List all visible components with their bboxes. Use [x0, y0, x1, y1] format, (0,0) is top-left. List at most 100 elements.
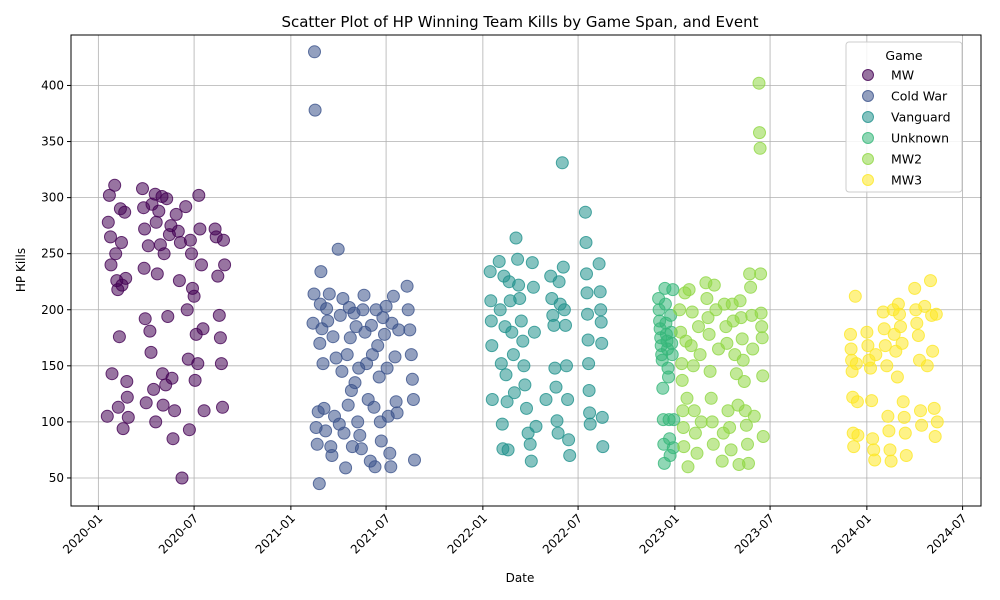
scatter-point [911, 329, 925, 342]
scatter-point [340, 348, 354, 362]
scatter-point [485, 339, 499, 353]
scatter-point [119, 271, 133, 285]
scatter-point [144, 345, 158, 359]
scatter-point [484, 314, 498, 328]
scatter-point [166, 432, 180, 446]
scatter-point [580, 286, 594, 300]
scatter-point [667, 413, 681, 427]
scatter-point [890, 370, 904, 384]
scatter-point [406, 393, 420, 406]
scatter-point [675, 373, 689, 387]
scatter-point [213, 331, 227, 345]
scatter-point [392, 323, 406, 337]
scatter-point [556, 260, 570, 274]
scatter-point [121, 410, 135, 424]
scatter-point [326, 330, 340, 344]
scatter-point [179, 200, 193, 214]
scatter-point [150, 267, 164, 281]
scatter-point [388, 350, 402, 364]
scatter-point [753, 141, 767, 155]
data-points [100, 45, 944, 491]
scatter-point [115, 236, 128, 249]
scatter-point [677, 440, 691, 454]
scatter-point [552, 275, 566, 289]
scatter-point [217, 233, 230, 247]
scatter-point [403, 323, 417, 337]
legend-marker [862, 90, 874, 102]
scatter-point [379, 299, 393, 313]
scatter-point [693, 348, 707, 362]
scatter-point [595, 410, 609, 424]
scatter-point [401, 303, 415, 317]
scatter-point [694, 415, 708, 429]
scatter-point [360, 357, 374, 371]
legend-entry-label: MW [891, 68, 914, 83]
scatter-point [739, 418, 753, 432]
y-axis-ticks: 50 100 150 200 250 300 350 400 [41, 78, 71, 485]
scatter-point [849, 357, 863, 371]
scatter-point [197, 404, 211, 418]
scatter-point [368, 460, 382, 474]
scatter-point [737, 375, 751, 388]
scatter-point [112, 330, 126, 344]
scatter-point [926, 344, 940, 358]
scatter-point [703, 364, 717, 378]
scatter-point [160, 192, 174, 206]
scatter-point [195, 258, 208, 272]
scatter-point [704, 391, 718, 405]
scatter-point [380, 361, 394, 375]
scatter-point [321, 314, 335, 328]
scatter-point [928, 430, 942, 443]
scatter-point [339, 461, 353, 475]
scatter-point [756, 369, 770, 383]
scatter-point [897, 410, 911, 424]
scatter-point [337, 426, 351, 440]
scatter-point [666, 283, 680, 297]
scatter-point [384, 460, 398, 474]
scatter-point [848, 289, 862, 303]
scatter-point [549, 380, 563, 394]
scatter-point [308, 103, 322, 117]
scatter-point [918, 299, 932, 313]
legend-title: Game [885, 48, 923, 63]
scatter-point [494, 357, 508, 371]
scatter-point [582, 357, 596, 371]
scatter-point [747, 409, 761, 423]
scatter-point [317, 401, 331, 415]
scatter-point [212, 308, 226, 322]
scatter-point [529, 419, 543, 433]
scatter-point [180, 303, 194, 317]
scatter-point [743, 267, 757, 281]
legend-marker [862, 153, 874, 165]
scatter-point [185, 247, 198, 261]
scatter-point [594, 303, 608, 317]
legend-marker [862, 111, 874, 123]
scatter-point [736, 353, 750, 367]
scatter-point [214, 357, 228, 371]
scatter-point [400, 279, 414, 293]
scatter-point [348, 376, 362, 390]
legend-marker [862, 132, 874, 144]
scatter-point [729, 367, 743, 381]
scatter-point [405, 372, 419, 386]
scatter-point [501, 443, 515, 457]
scatter-point [580, 267, 593, 281]
scatter-point [701, 311, 715, 325]
scatter-point [364, 318, 378, 332]
scatter-point [847, 440, 861, 454]
scatter-point [308, 45, 321, 59]
scatter-point [169, 207, 183, 221]
scatter-point [548, 361, 562, 375]
scatter-point [915, 418, 929, 432]
scatter-point [141, 239, 155, 253]
scatter-point [898, 426, 912, 440]
scatter-point [137, 261, 151, 275]
scatter-point [680, 391, 694, 405]
scatter-point [579, 236, 593, 249]
scatter-point [700, 292, 714, 305]
scatter-point [860, 325, 874, 339]
scatter-point [520, 401, 533, 415]
scatter-point [120, 390, 134, 404]
scatter-point [408, 453, 421, 467]
legend-entry-label: Cold War [891, 89, 948, 104]
